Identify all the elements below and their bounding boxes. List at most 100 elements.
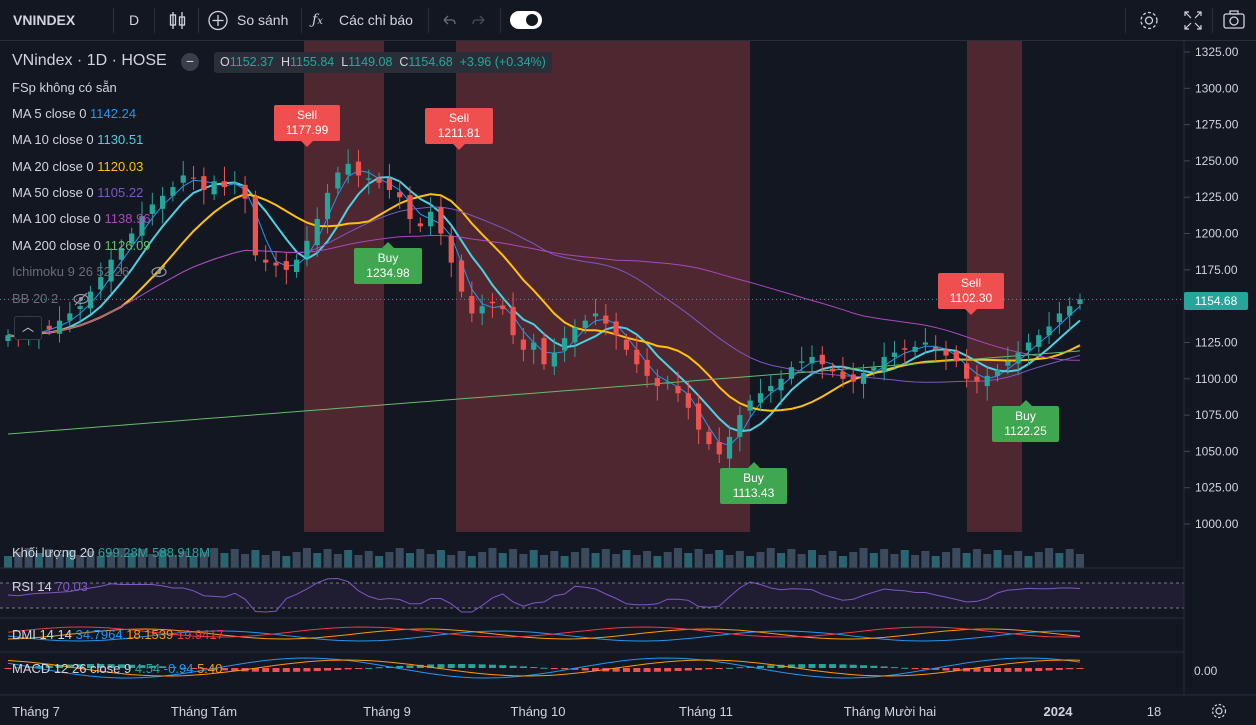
volume-label[interactable]: Khối lượng 20 699.28M 588.918M (12, 545, 210, 560)
ma-legend-row[interactable]: MA 10 close 0 1130.51 (12, 132, 143, 147)
fullscreen-icon[interactable] (1182, 0, 1204, 41)
volume-bar (24, 548, 33, 568)
macd-histogram-bar (664, 668, 672, 672)
indicators-fx-icon[interactable]: ƒx (312, 12, 323, 28)
candle-body (912, 346, 918, 352)
candle-body (479, 306, 485, 314)
macd-histogram-bar (1076, 668, 1084, 669)
candle-body (1025, 342, 1032, 351)
ma-legend-label: MA 200 close 0 (12, 237, 105, 253)
ma-legend-row[interactable]: MA 5 close 0 1142.24 (12, 106, 136, 121)
macd-histogram-bar (942, 668, 950, 671)
candle-body (819, 354, 825, 365)
macd-histogram-bar (344, 668, 352, 670)
eye-hidden-icon[interactable] (72, 291, 90, 307)
buy-signal[interactable]: Buy 1113.43 (720, 462, 787, 504)
candle-body (1067, 306, 1073, 316)
macd-label[interactable]: MACD 12 26 close 9 4.54 -0.94 5.40 (12, 661, 223, 676)
redo-icon[interactable] (470, 0, 488, 41)
macd-histogram-bar (35, 665, 43, 668)
volume-bar (787, 549, 796, 568)
volume-bar (416, 549, 425, 568)
ichimoku-label[interactable]: Ichimoku 9 26 52 26 (12, 264, 130, 279)
macd-histogram-bar (86, 664, 94, 668)
volume-bar (560, 556, 569, 568)
rsi-label[interactable]: RSI 14 70.03 (12, 579, 88, 594)
indicators-button[interactable]: Các chỉ báo (339, 12, 413, 28)
volume-bar (354, 555, 363, 568)
eye-hidden-icon[interactable] (150, 264, 168, 280)
ma-legend-row[interactable]: MA 50 close 0 1105.22 (12, 185, 143, 200)
volume-bar (127, 553, 136, 568)
ma-legend-row[interactable]: MA 20 close 0 1120.03 (12, 159, 143, 174)
volume-bar (138, 549, 146, 568)
time-axis-settings-gear-icon[interactable] (1210, 702, 1228, 720)
macd-histogram-bar (262, 668, 270, 672)
legend-collapse-button[interactable]: − (181, 53, 199, 71)
camera-snapshot-icon[interactable] (1222, 0, 1246, 41)
candle-body (417, 223, 423, 227)
candle-body (623, 339, 630, 350)
candle-body (922, 342, 928, 345)
volume-bar (962, 553, 971, 568)
ma-legend-row[interactable]: MA 200 close 0 1126.09 (12, 238, 151, 253)
volume-bar (406, 553, 414, 568)
candle-type-icon[interactable] (168, 0, 188, 41)
interval-button[interactable]: D (129, 12, 140, 28)
macd-histogram-bar (488, 664, 496, 668)
volume-bar (694, 549, 703, 568)
undo-icon[interactable] (440, 0, 458, 41)
candle-body (366, 178, 372, 180)
time-tick-label: Tháng 11 (679, 704, 733, 719)
macd-histogram-bar (561, 668, 569, 670)
compare-plus-icon[interactable] (207, 0, 229, 41)
sell-signal[interactable]: Sell 1102.30 (938, 273, 1004, 315)
volume-bar (478, 552, 487, 568)
toolbar-divider (113, 8, 114, 33)
price-tick-label: 1175.00 (1195, 263, 1238, 277)
macd-histogram-bar (159, 666, 167, 668)
macd-histogram-bar (334, 668, 342, 670)
time-tick-label: Tháng 10 (511, 704, 566, 719)
dmi-line (7, 626, 1081, 638)
macd-histogram-bar (128, 664, 136, 668)
volume-bar (45, 549, 54, 568)
moving-average-line (7, 193, 1081, 412)
buy-signal[interactable]: Buy 1234.98 (354, 242, 422, 284)
theme-toggle[interactable] (509, 0, 543, 41)
volume-bar (199, 552, 208, 568)
macd-histogram-bar (726, 667, 734, 669)
sell-signal[interactable]: Sell 1211.81 (425, 108, 493, 150)
macd-histogram-bar (519, 666, 527, 668)
sell-signal[interactable]: Sell 1177.99 (274, 105, 340, 147)
macd-histogram-bar (540, 667, 548, 669)
macd-histogram-bar (499, 665, 507, 668)
candle-body (252, 196, 258, 256)
buy-signal[interactable]: Buy 1122.25 (992, 400, 1059, 442)
top-toolbar: VNINDEX D So sánh ƒx Các chỉ báo (0, 0, 1256, 41)
settings-gear-icon[interactable] (1138, 0, 1160, 41)
candle-body (221, 181, 228, 188)
volume-bar (746, 556, 755, 568)
ma-legend-row[interactable]: MA 100 close 0 1138.96 (12, 211, 151, 226)
candle-body (242, 184, 248, 199)
volume-bar (890, 554, 899, 568)
candle-body (469, 295, 475, 314)
legend-expand-chevron-up-icon[interactable]: ︿ (14, 316, 42, 340)
toolbar-divider (154, 8, 155, 33)
ma-legend-label: MA 20 close 0 (12, 158, 98, 174)
candle-body (118, 248, 124, 260)
macd-histogram-bar (66, 664, 74, 668)
volume-bar (344, 550, 353, 568)
macd-histogram-bar (282, 668, 290, 672)
dmi-label[interactable]: DMI 14 14 34.7964 18.1539 19.9417 (12, 627, 224, 642)
compare-button[interactable]: So sánh (237, 12, 289, 28)
ma-legend-value: 1105.22 (97, 184, 144, 200)
bb-label[interactable]: BB 20 2 (12, 291, 59, 306)
macd-histogram-bar (107, 664, 115, 668)
symbol-search[interactable]: VNINDEX (13, 12, 76, 28)
volume-bar (828, 551, 837, 568)
volume-bar (457, 551, 466, 568)
macd-axis-label: 0.00 (1194, 664, 1218, 678)
